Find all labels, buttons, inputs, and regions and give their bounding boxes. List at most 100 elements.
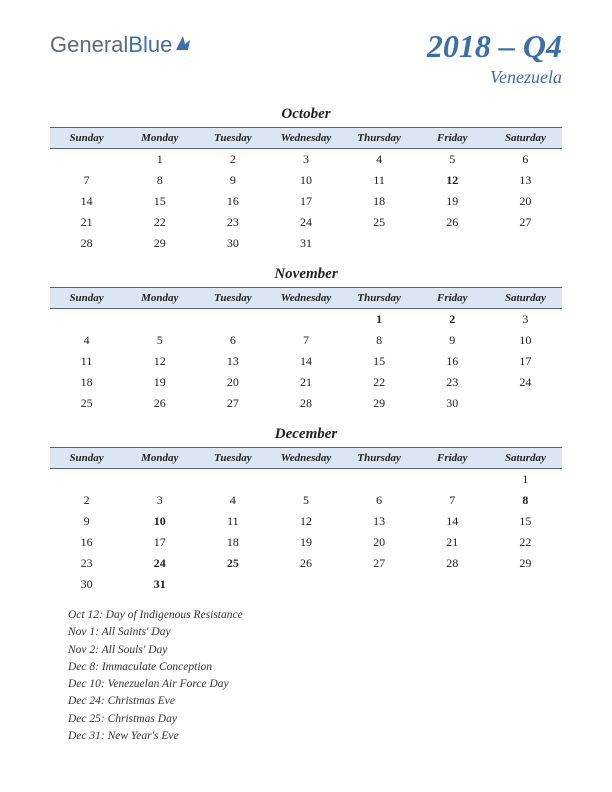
calendar-cell (269, 469, 342, 491)
calendar-cell (489, 574, 562, 595)
calendar-row: 23242526272829 (50, 553, 562, 574)
weekday-header: Tuesday (196, 448, 269, 469)
calendar-cell (123, 309, 196, 331)
calendar-row: 2345678 (50, 490, 562, 511)
calendar-cell: 31 (123, 574, 196, 595)
calendar-cell: 15 (489, 511, 562, 532)
calendar-cell: 4 (196, 490, 269, 511)
calendar-cell: 8 (489, 490, 562, 511)
calendar-cell: 21 (269, 372, 342, 393)
weekday-header: Wednesday (269, 288, 342, 309)
calendar-cell: 27 (196, 393, 269, 414)
calendar-cell: 8 (343, 330, 416, 351)
weekday-header: Sunday (50, 288, 123, 309)
weekday-header: Wednesday (269, 448, 342, 469)
calendar-row: 28293031 (50, 233, 562, 254)
header: GeneralBlue 2018 – Q4 Venezuela (50, 28, 562, 88)
calendar-cell: 13 (196, 351, 269, 372)
calendar-cell: 15 (343, 351, 416, 372)
calendar-cell: 19 (123, 372, 196, 393)
calendar-cell: 17 (269, 191, 342, 212)
calendar-cell: 16 (196, 191, 269, 212)
calendar-cell: 30 (196, 233, 269, 254)
calendar-cell: 21 (50, 212, 123, 233)
calendar-cell: 4 (50, 330, 123, 351)
calendar-row: 11121314151617 (50, 351, 562, 372)
weekday-header: Monday (123, 288, 196, 309)
calendar-row: 18192021222324 (50, 372, 562, 393)
calendar-cell (196, 574, 269, 595)
calendar-cell: 1 (123, 149, 196, 171)
calendar-table: SundayMondayTuesdayWednesdayThursdayFrid… (50, 127, 562, 254)
calendar-cell: 11 (196, 511, 269, 532)
calendar-cell: 26 (269, 553, 342, 574)
calendar-cell: 19 (416, 191, 489, 212)
calendar-row: 45678910 (50, 330, 562, 351)
calendar-cell: 18 (343, 191, 416, 212)
weekday-header: Sunday (50, 128, 123, 149)
calendar-cell: 28 (269, 393, 342, 414)
calendar-cell: 1 (489, 469, 562, 491)
calendar-cell: 24 (269, 212, 342, 233)
calendar-cell (343, 233, 416, 254)
month-block: NovemberSundayMondayTuesdayWednesdayThur… (50, 266, 562, 414)
calendar-cell: 23 (50, 553, 123, 574)
calendar-cell: 5 (269, 490, 342, 511)
calendar-cell: 14 (416, 511, 489, 532)
weekday-header: Monday (123, 448, 196, 469)
calendar-row: 123 (50, 309, 562, 331)
calendar-cell: 20 (196, 372, 269, 393)
calendar-row: 1 (50, 469, 562, 491)
holiday-entry: Dec 8: Immaculate Conception (68, 659, 562, 676)
calendar-cell: 11 (343, 170, 416, 191)
calendar-cell: 30 (50, 574, 123, 595)
calendar-cell: 9 (50, 511, 123, 532)
calendar-cell: 10 (123, 511, 196, 532)
weekday-header: Sunday (50, 448, 123, 469)
calendar-cell (50, 149, 123, 171)
weekday-header: Tuesday (196, 288, 269, 309)
holiday-entry: Dec 10: Venezuelan Air Force Day (68, 676, 562, 693)
holiday-entry: Nov 2: All Souls' Day (68, 642, 562, 659)
calendar-cell: 11 (50, 351, 123, 372)
calendar-cell: 15 (123, 191, 196, 212)
calendar-cell: 12 (416, 170, 489, 191)
calendar-cell: 22 (489, 532, 562, 553)
calendar-cell: 10 (269, 170, 342, 191)
calendar-cell: 14 (269, 351, 342, 372)
calendar-cell: 22 (343, 372, 416, 393)
calendar-row: 9101112131415 (50, 511, 562, 532)
calendar-cell: 22 (123, 212, 196, 233)
calendar-row: 21222324252627 (50, 212, 562, 233)
calendar-cell: 5 (416, 149, 489, 171)
weekday-header: Tuesday (196, 128, 269, 149)
calendar-cell (269, 574, 342, 595)
calendar-cell: 28 (416, 553, 489, 574)
holiday-entry: Dec 25: Christmas Day (68, 711, 562, 728)
calendar-cell: 25 (50, 393, 123, 414)
page-title: 2018 – Q4 (427, 28, 562, 65)
month-block: DecemberSundayMondayTuesdayWednesdayThur… (50, 426, 562, 595)
calendar-cell: 28 (50, 233, 123, 254)
weekday-header: Thursday (343, 288, 416, 309)
calendar-container: OctoberSundayMondayTuesdayWednesdayThurs… (50, 106, 562, 595)
month-block: OctoberSundayMondayTuesdayWednesdayThurs… (50, 106, 562, 254)
page-subtitle: Venezuela (427, 67, 562, 88)
calendar-cell: 9 (416, 330, 489, 351)
calendar-cell (50, 309, 123, 331)
calendar-cell: 14 (50, 191, 123, 212)
calendar-cell: 23 (416, 372, 489, 393)
calendar-cell: 2 (416, 309, 489, 331)
calendar-cell: 7 (416, 490, 489, 511)
calendar-cell: 27 (489, 212, 562, 233)
calendar-row: 252627282930 (50, 393, 562, 414)
holiday-entry: Oct 12: Day of Indigenous Resistance (68, 607, 562, 624)
title-block: 2018 – Q4 Venezuela (427, 28, 562, 88)
calendar-cell (343, 469, 416, 491)
calendar-cell: 6 (196, 330, 269, 351)
month-title: December (50, 426, 562, 443)
calendar-cell: 17 (489, 351, 562, 372)
calendar-table: SundayMondayTuesdayWednesdayThursdayFrid… (50, 287, 562, 414)
calendar-cell: 27 (343, 553, 416, 574)
weekday-header: Saturday (489, 448, 562, 469)
